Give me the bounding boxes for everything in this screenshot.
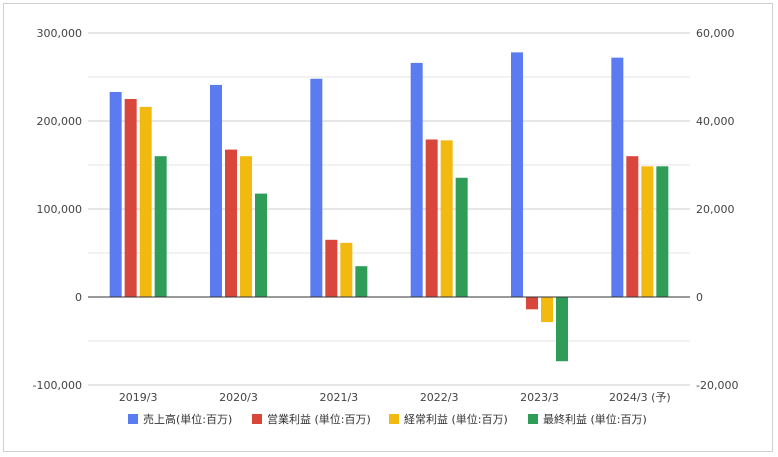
left-tick-label: 0: [75, 291, 82, 304]
legend-label: 経常利益 (単位:百万): [404, 412, 508, 426]
bar-2-2021/3: [325, 239, 338, 297]
bars: [109, 52, 669, 362]
legend-swatch: [252, 414, 262, 424]
left-tick-label: 200,000: [37, 115, 83, 128]
right-tick-label: 0: [696, 291, 703, 304]
left-tick-label: -100,000: [33, 379, 82, 392]
x-tick-label: 2020/3: [219, 391, 258, 404]
bar-3-2021/3: [340, 242, 353, 297]
bar-4-2022/3: [455, 177, 468, 297]
bar-2-2020/3: [225, 149, 237, 297]
bar-3-2019/3: [139, 106, 152, 297]
right-tick-label: 40,000: [696, 115, 735, 128]
bar-1-2022/3: [410, 62, 423, 297]
bar-2-2024/3 (予): [626, 156, 639, 297]
bar-3-2022/3: [440, 140, 453, 297]
bar-1-2021/3: [310, 78, 323, 297]
bar-2-2023/3: [526, 297, 538, 310]
legend-label: 最終利益 (単位:百万): [543, 412, 647, 426]
left-axis-ticks: 300,000 200,000 100,000 0 -100,000: [33, 27, 82, 392]
bar-3-2024/3 (予): [641, 166, 654, 297]
gridlines: [88, 32, 690, 386]
left-tick-label: 300,000: [37, 27, 83, 40]
x-axis-ticks: 2019/3 2020/3 2021/3 2022/3 2023/3 2024/3 (予): [119, 391, 671, 404]
bar-1-2023/3: [511, 52, 523, 297]
bar-1-2024/3 (予): [611, 57, 624, 297]
x-tick-label: 2021/3: [319, 391, 358, 404]
legend-swatch: [528, 414, 538, 424]
bar-3-2020/3: [240, 156, 252, 297]
left-tick-label: 100,000: [37, 203, 83, 216]
x-tick-label: 2023/3: [520, 391, 559, 404]
legend-swatch: [389, 414, 399, 424]
bar-2-2019/3: [124, 99, 137, 297]
legend: 売上高(単位:百万) 営業利益 (単位:百万) 経常利益 (単位:百万) 最終利益 (…: [128, 412, 647, 426]
bar-1-2020/3: [210, 84, 222, 297]
bar-4-2019/3: [154, 156, 167, 297]
legend-swatch: [128, 414, 138, 424]
right-tick-label: 20,000: [696, 203, 735, 216]
bar-4-2021/3: [355, 266, 368, 297]
bar-4-2024/3 (予): [656, 166, 669, 297]
bar-4-2023/3: [556, 297, 568, 362]
right-tick-label: -20,000: [696, 379, 738, 392]
right-axis-ticks: 60,000 40,000 20,000 0 -20,000: [696, 27, 738, 392]
bar-3-2023/3: [541, 297, 553, 323]
right-tick-label: 60,000: [696, 27, 735, 40]
x-tick-label: 2024/3 (予): [609, 391, 671, 404]
bar-1-2019/3: [109, 91, 122, 298]
bar-2-2022/3: [425, 139, 438, 297]
bar-4-2020/3: [255, 193, 267, 297]
x-tick-label: 2022/3: [420, 391, 459, 404]
legend-label: 営業利益 (単位:百万): [267, 412, 371, 426]
x-tick-label: 2019/3: [119, 391, 158, 404]
legend-label: 売上高(単位:百万): [143, 412, 232, 426]
